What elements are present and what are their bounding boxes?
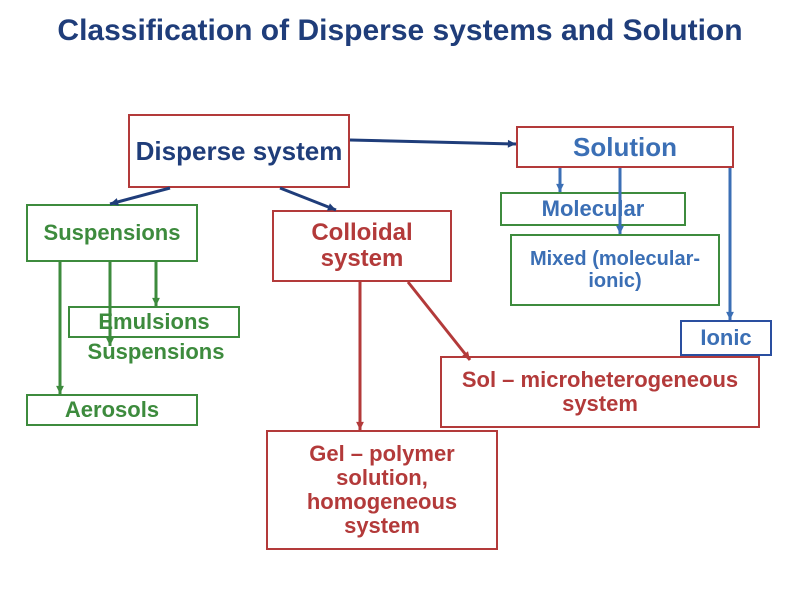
node-colloidal-system: Colloidal system [272, 210, 452, 282]
node-solution: Solution [516, 126, 734, 168]
diagram-stage: Classification of Disperse systems and S… [0, 0, 800, 600]
node-molecular: Molecular [500, 192, 686, 226]
node-mixed: Mixed (molecular-ionic) [510, 234, 720, 306]
label-suspensions-2: Suspensions [70, 340, 242, 364]
node-disperse-system: Disperse system [128, 114, 350, 188]
node-emulsions: Emulsions [68, 306, 240, 338]
node-aerosols: Aerosols [26, 394, 198, 426]
node-ionic: Ionic [680, 320, 772, 356]
diagram-title: Classification of Disperse systems and S… [0, 14, 800, 49]
node-sol: Sol – microheterogeneous system [440, 356, 760, 428]
node-gel: Gel – polymer solution, homogeneous syst… [266, 430, 498, 550]
node-suspensions: Suspensions [26, 204, 198, 262]
